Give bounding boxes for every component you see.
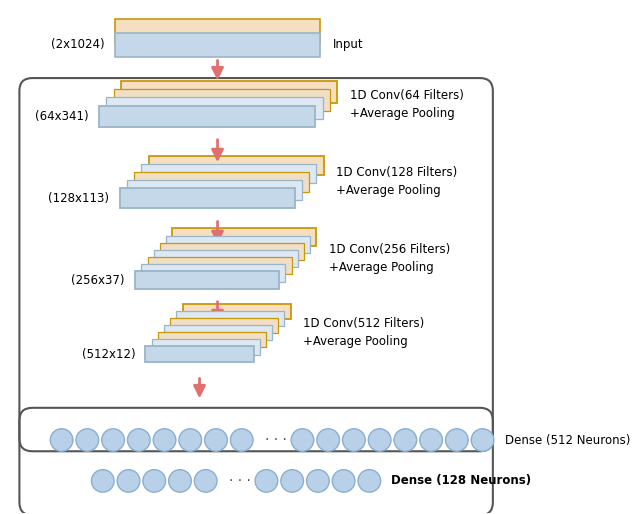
FancyBboxPatch shape	[119, 189, 295, 208]
Ellipse shape	[291, 429, 313, 451]
FancyBboxPatch shape	[149, 156, 324, 175]
Ellipse shape	[205, 429, 228, 451]
FancyBboxPatch shape	[121, 81, 337, 103]
FancyBboxPatch shape	[145, 346, 253, 362]
Text: 1D Conv(64 Filters)
+Average Pooling: 1D Conv(64 Filters) +Average Pooling	[349, 88, 464, 120]
FancyBboxPatch shape	[158, 332, 266, 347]
Ellipse shape	[195, 470, 217, 492]
Text: (512x12): (512x12)	[82, 347, 135, 361]
FancyBboxPatch shape	[134, 172, 309, 192]
Ellipse shape	[76, 429, 99, 451]
Text: 1D Conv(512 Filters)
+Average Pooling: 1D Conv(512 Filters) +Average Pooling	[303, 317, 425, 348]
Ellipse shape	[92, 470, 114, 492]
FancyBboxPatch shape	[147, 257, 291, 274]
FancyBboxPatch shape	[173, 228, 317, 246]
Ellipse shape	[255, 470, 277, 492]
Ellipse shape	[231, 429, 253, 451]
Ellipse shape	[394, 429, 416, 451]
Ellipse shape	[102, 429, 125, 451]
Ellipse shape	[446, 429, 468, 451]
FancyBboxPatch shape	[142, 264, 286, 282]
Text: (256x37): (256x37)	[71, 273, 125, 286]
Ellipse shape	[169, 470, 191, 492]
Ellipse shape	[358, 470, 380, 492]
Text: (128x113): (128x113)	[49, 192, 109, 205]
Ellipse shape	[117, 470, 140, 492]
FancyBboxPatch shape	[170, 318, 278, 333]
Text: (2x1024): (2x1024)	[51, 39, 104, 51]
FancyBboxPatch shape	[164, 325, 272, 340]
Ellipse shape	[420, 429, 442, 451]
FancyBboxPatch shape	[152, 339, 260, 355]
Ellipse shape	[281, 470, 303, 492]
Text: Dense (512 Neurons): Dense (512 Neurons)	[505, 433, 630, 447]
Ellipse shape	[179, 429, 202, 451]
FancyBboxPatch shape	[142, 164, 317, 183]
Ellipse shape	[307, 470, 329, 492]
FancyBboxPatch shape	[127, 180, 302, 200]
Text: · · ·: · · ·	[229, 474, 252, 488]
FancyBboxPatch shape	[106, 98, 322, 119]
FancyBboxPatch shape	[166, 235, 310, 253]
Ellipse shape	[128, 429, 150, 451]
Text: 1D Conv(128 Filters)
+Average Pooling: 1D Conv(128 Filters) +Average Pooling	[336, 167, 458, 197]
FancyBboxPatch shape	[135, 271, 279, 289]
Ellipse shape	[368, 429, 391, 451]
Text: · · ·: · · ·	[265, 433, 288, 447]
FancyBboxPatch shape	[176, 310, 284, 326]
Ellipse shape	[153, 429, 176, 451]
FancyBboxPatch shape	[114, 89, 330, 111]
Ellipse shape	[143, 470, 166, 492]
Text: (64x341): (64x341)	[35, 110, 89, 123]
FancyBboxPatch shape	[160, 243, 304, 260]
Ellipse shape	[471, 429, 494, 451]
Ellipse shape	[332, 470, 355, 492]
Text: 1D Conv(256 Filters)
+Average Pooling: 1D Conv(256 Filters) +Average Pooling	[329, 243, 451, 274]
FancyBboxPatch shape	[114, 19, 320, 44]
Ellipse shape	[317, 429, 339, 451]
Ellipse shape	[343, 429, 365, 451]
Ellipse shape	[51, 429, 73, 451]
Text: Input: Input	[333, 39, 364, 51]
FancyBboxPatch shape	[99, 106, 315, 127]
FancyBboxPatch shape	[114, 32, 320, 57]
FancyBboxPatch shape	[154, 250, 298, 267]
Text: Dense (128 Neurons): Dense (128 Neurons)	[391, 474, 532, 487]
FancyBboxPatch shape	[183, 304, 291, 319]
